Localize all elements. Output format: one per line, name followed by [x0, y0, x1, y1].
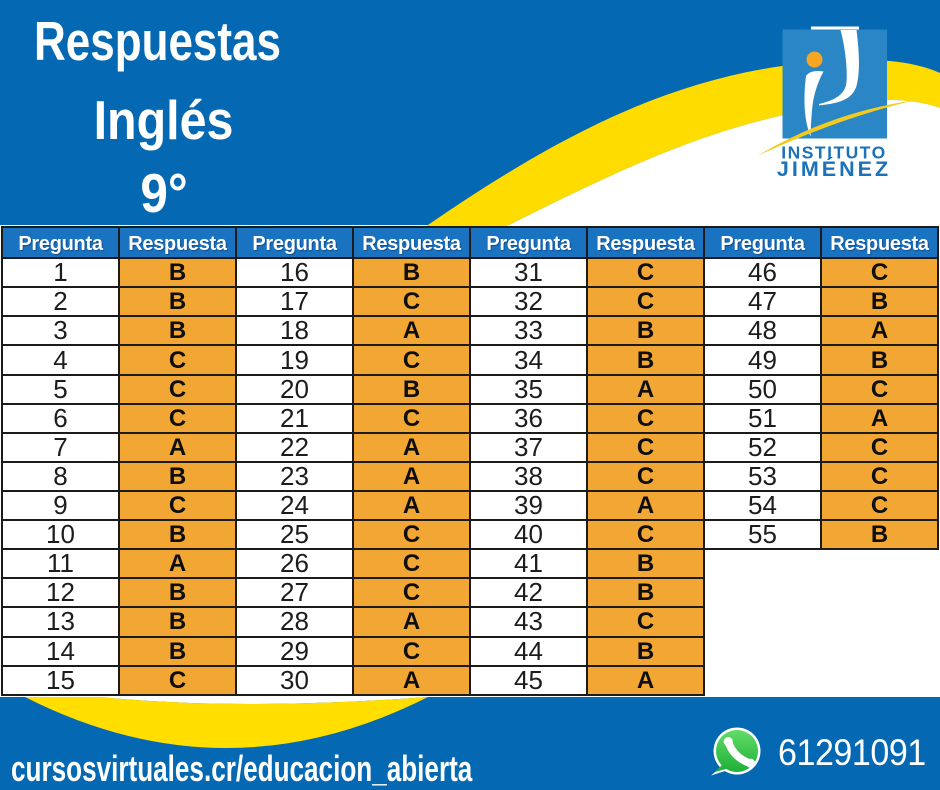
svg-text:JIMÉNEZ: JIMÉNEZ [777, 156, 891, 181]
svg-text:INSTITUTO: INSTITUTO [781, 143, 887, 163]
